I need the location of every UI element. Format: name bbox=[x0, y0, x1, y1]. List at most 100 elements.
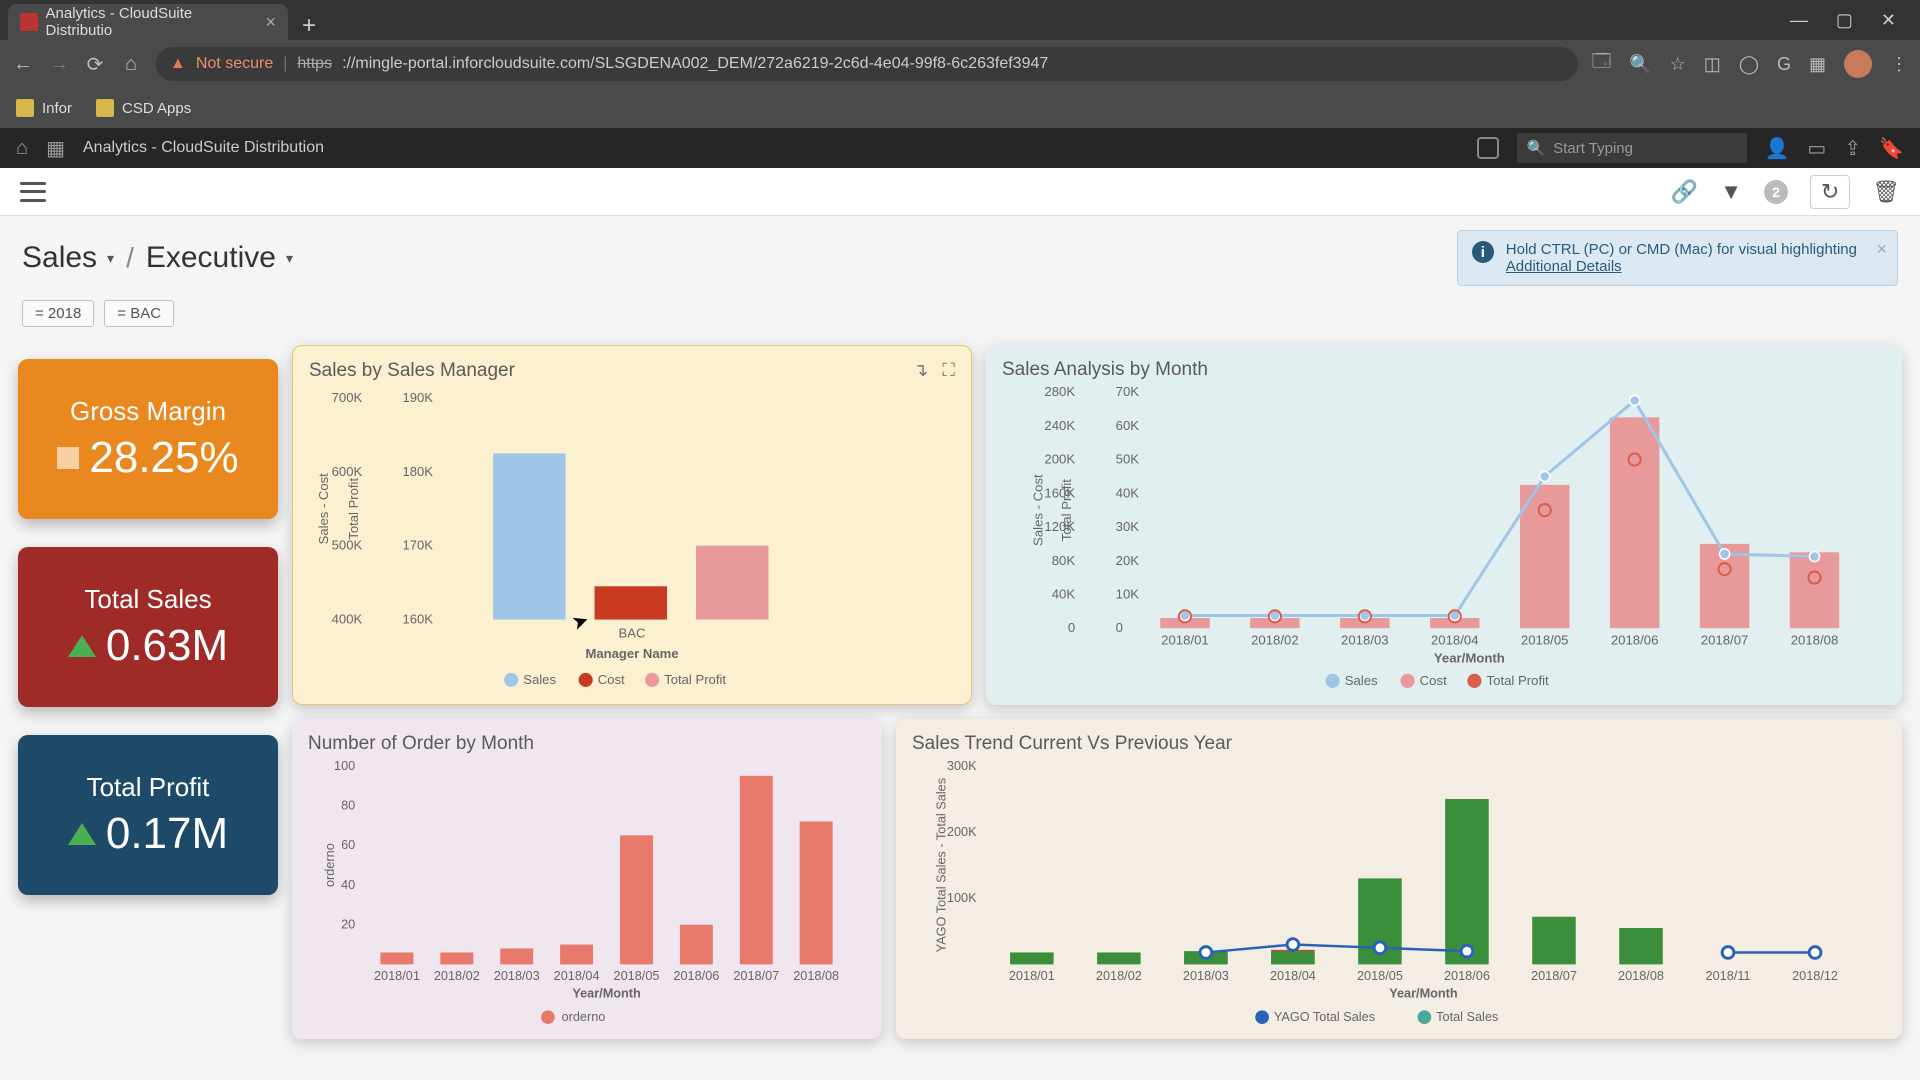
banner-link[interactable]: Additional Details bbox=[1506, 258, 1857, 275]
svg-text:2018/08: 2018/08 bbox=[1791, 632, 1839, 647]
svg-text:orderno: orderno bbox=[322, 843, 337, 887]
svg-text:2018/07: 2018/07 bbox=[1531, 968, 1577, 983]
kpi-value: 28.25% bbox=[89, 433, 238, 483]
address-bar[interactable]: ▲ Not secure | https://mingle-portal.inf… bbox=[156, 47, 1578, 81]
export-icon[interactable]: 🗑 bbox=[1872, 179, 1900, 205]
svg-text:100: 100 bbox=[334, 761, 355, 773]
tab-title: Analytics - CloudSuite Distributio bbox=[46, 5, 258, 39]
svg-text:2018/05: 2018/05 bbox=[1521, 632, 1569, 647]
svg-text:Total Sales: Total Sales bbox=[1436, 1009, 1498, 1024]
svg-text:Sales: Sales bbox=[1345, 673, 1378, 688]
bookmark-infor[interactable]: Infor bbox=[16, 99, 72, 117]
svg-text:0: 0 bbox=[1068, 620, 1075, 635]
svg-text:2018/03: 2018/03 bbox=[1341, 632, 1389, 647]
trend-up-icon bbox=[68, 635, 96, 657]
widget-toggle[interactable] bbox=[1477, 137, 1499, 159]
chevron-down-icon[interactable]: ▾ bbox=[107, 250, 114, 267]
filter-chip[interactable]: = 2018 bbox=[22, 300, 94, 327]
user-icon[interactable]: 👤 bbox=[1765, 136, 1790, 161]
kpi-card[interactable]: Total Profit0.17M bbox=[18, 735, 278, 895]
profile-avatar[interactable] bbox=[1844, 50, 1872, 78]
filter-icon[interactable]: ▼ bbox=[1720, 179, 1742, 205]
refresh-button[interactable]: ↻ bbox=[1810, 175, 1850, 209]
filter-count-badge: 2 bbox=[1764, 180, 1788, 204]
svg-text:200K: 200K bbox=[947, 824, 977, 839]
svg-text:600K: 600K bbox=[332, 464, 363, 479]
svg-text:180K: 180K bbox=[402, 464, 433, 479]
ext-icon-3[interactable]: G bbox=[1777, 54, 1791, 75]
svg-text:700K: 700K bbox=[332, 390, 363, 405]
svg-text:2018/02: 2018/02 bbox=[1251, 632, 1299, 647]
ext-icon-4[interactable]: ▦ bbox=[1809, 54, 1826, 75]
bookmark-icon[interactable]: 🔖 bbox=[1879, 136, 1904, 161]
svg-text:Sales: Sales bbox=[523, 672, 556, 687]
trend-up-icon bbox=[68, 823, 96, 845]
svg-text:2018/04: 2018/04 bbox=[1431, 632, 1479, 647]
card-sales-trend: Sales Trend Current Vs Previous Year 300… bbox=[896, 719, 1902, 1039]
svg-text:2018/04: 2018/04 bbox=[1270, 968, 1316, 983]
svg-text:2018/02: 2018/02 bbox=[434, 968, 480, 983]
share-icon[interactable]: ⇪ bbox=[1844, 136, 1861, 161]
ext-icon-2[interactable]: ◯ bbox=[1739, 54, 1759, 75]
chevron-down-icon[interactable]: ▾ bbox=[286, 250, 293, 267]
nav-home-icon[interactable]: ⌂ bbox=[120, 53, 142, 75]
window-minimize-icon[interactable]: — bbox=[1790, 10, 1808, 31]
svg-text:2018/03: 2018/03 bbox=[494, 968, 540, 983]
breadcrumb-executive[interactable]: Executive bbox=[146, 241, 276, 275]
ext-icon-1[interactable]: ◫ bbox=[1704, 54, 1721, 75]
svg-text:YAGO Total Sales: YAGO Total Sales bbox=[1274, 1009, 1375, 1024]
nav-back-icon[interactable]: ← bbox=[12, 53, 34, 75]
svg-text:2018/05: 2018/05 bbox=[1357, 968, 1403, 983]
card-expand-icon[interactable]: ⛶ bbox=[942, 360, 955, 381]
tab-close-icon[interactable]: × bbox=[265, 12, 276, 33]
svg-text:300K: 300K bbox=[947, 761, 977, 773]
svg-text:400K: 400K bbox=[332, 612, 363, 627]
svg-text:2018/12: 2018/12 bbox=[1792, 968, 1838, 983]
info-banner: i Hold CTRL (PC) or CMD (Mac) for visual… bbox=[1457, 230, 1898, 286]
apps-grid-icon[interactable]: ▦ bbox=[46, 136, 65, 161]
svg-text:170K: 170K bbox=[402, 538, 433, 553]
svg-text:70K: 70K bbox=[1116, 387, 1140, 399]
svg-text:10K: 10K bbox=[1116, 586, 1140, 601]
kpi-value: 0.17M bbox=[106, 809, 228, 859]
home-icon[interactable]: ⌂ bbox=[16, 137, 28, 160]
square-icon bbox=[57, 447, 79, 469]
svg-text:80: 80 bbox=[341, 797, 355, 812]
bookmark-star-icon[interactable]: ☆ bbox=[1670, 54, 1686, 75]
zoom-icon[interactable]: 🔍 bbox=[1629, 54, 1651, 75]
breadcrumb-sales[interactable]: Sales bbox=[22, 241, 97, 275]
svg-text:YAGO Total Sales - Total Sales: YAGO Total Sales - Total Sales bbox=[933, 778, 948, 952]
svg-text:2018/03: 2018/03 bbox=[1183, 968, 1229, 983]
bookmark-csd-apps[interactable]: CSD Apps bbox=[96, 99, 191, 117]
browser-tab[interactable]: Analytics - CloudSuite Distributio × bbox=[8, 4, 288, 40]
kpi-card[interactable]: Total Sales0.63M bbox=[18, 547, 278, 707]
nav-forward-icon[interactable]: → bbox=[48, 53, 70, 75]
filter-chip[interactable]: = BAC bbox=[104, 300, 174, 327]
nav-reload-icon[interactable]: ⟳ bbox=[84, 53, 106, 75]
link-icon[interactable]: 🔗 bbox=[1671, 179, 1698, 205]
new-tab-button[interactable]: + bbox=[288, 12, 330, 40]
svg-text:2018/06: 2018/06 bbox=[1444, 968, 1490, 983]
svg-text:2018/07: 2018/07 bbox=[733, 968, 779, 983]
favicon bbox=[20, 13, 38, 31]
kpi-card[interactable]: Gross Margin28.25% bbox=[18, 359, 278, 519]
svg-text:Total Profit: Total Profit bbox=[664, 672, 726, 687]
svg-text:160K: 160K bbox=[402, 612, 433, 627]
browser-menu-icon[interactable]: ⋮ bbox=[1890, 54, 1908, 75]
chat-icon[interactable]: ▭ bbox=[1807, 136, 1826, 161]
svg-text:2018/06: 2018/06 bbox=[673, 968, 719, 983]
bookmark-label: Infor bbox=[42, 100, 72, 117]
info-icon: i bbox=[1472, 241, 1494, 263]
card-sort-icon[interactable]: ↴ bbox=[913, 360, 928, 381]
translate-icon[interactable]: 🗔 bbox=[1592, 49, 1612, 79]
banner-close-icon[interactable]: × bbox=[1876, 239, 1887, 260]
global-search[interactable]: 🔍 Start Typing bbox=[1517, 133, 1747, 163]
menu-hamburger-icon[interactable] bbox=[20, 182, 46, 202]
window-close-icon[interactable]: ✕ bbox=[1881, 10, 1896, 31]
window-maximize-icon[interactable]: ▢ bbox=[1836, 10, 1853, 31]
svg-text:Total Profit: Total Profit bbox=[1487, 673, 1549, 688]
search-icon: 🔍 bbox=[1527, 139, 1546, 157]
breadcrumb-separator: / bbox=[126, 242, 134, 274]
svg-text:2018/07: 2018/07 bbox=[1701, 632, 1749, 647]
svg-text:2018/05: 2018/05 bbox=[614, 968, 660, 983]
